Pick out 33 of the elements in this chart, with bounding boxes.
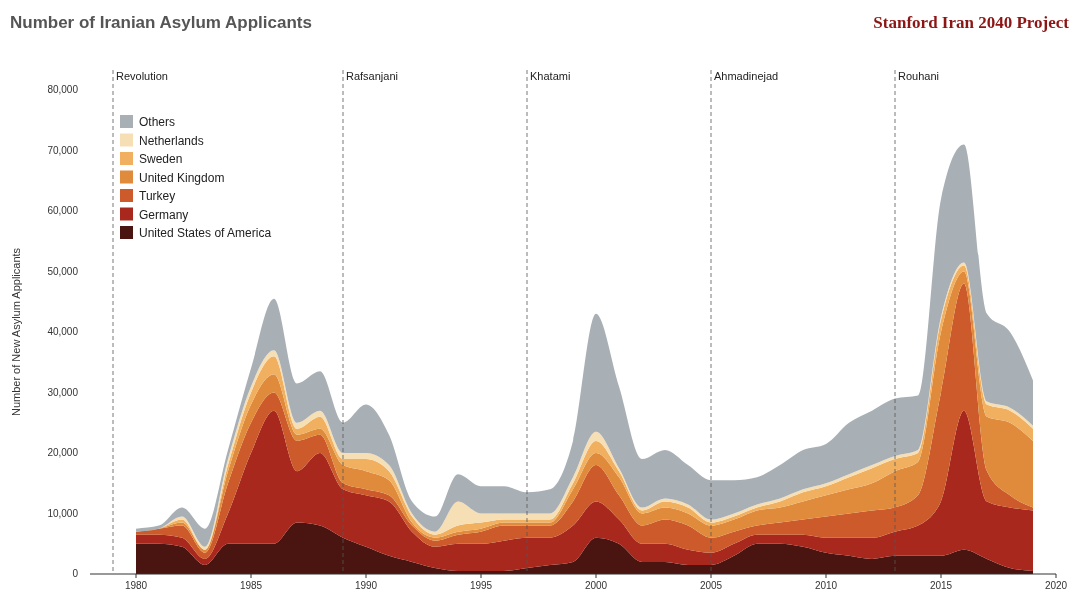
ref-line-label: Ahmadinejad [714,70,779,82]
y-tick-label: 0 [72,568,79,579]
x-tick-label: 2020 [1044,580,1068,591]
ref-line-label: Khatami [530,70,571,82]
y-tick-label: 50,000 [47,265,79,277]
x-tick-label: 1990 [354,580,378,591]
x-tick-label: 2010 [814,580,838,591]
legend-label: Netherlands [139,133,204,148]
y-tick-label: 80,000 [47,84,79,95]
y-tick-label: 20,000 [47,447,79,458]
x-tick-label: 1980 [124,580,148,591]
ref-line-label: Rafsanjani [346,70,398,82]
y-tick-label: 60,000 [47,205,79,216]
legend-label: United States of America [139,226,272,240]
y-tick-label: 70,000 [47,144,79,156]
y-axis-title: Number of New Asylum Applicants [10,247,22,417]
x-tick-label: 2005 [699,580,723,591]
legend-label: Turkey [139,189,176,203]
legend-label: Others [139,115,176,129]
chart-subtitle: Stanford Iran 2040 Project [873,13,1070,32]
x-tick-label: 1985 [239,580,263,591]
y-tick-label: 30,000 [47,386,79,398]
x-tick-label: 1995 [469,580,493,591]
x-tick-label: 2015 [929,580,953,591]
legend-label: United Kingdom [139,170,225,185]
y-tick-label: 40,000 [47,326,79,337]
y-tick-label: 10,000 [47,507,79,519]
legend-label: Germany [139,207,189,222]
ref-line-label: Rouhani [898,70,939,82]
legend-label: Sweden [139,152,183,166]
ref-line-label: Revolution [116,70,168,82]
x-tick-label: 2000 [584,580,608,591]
chart-title: Number of Iranian Asylum Applicants [10,13,312,32]
